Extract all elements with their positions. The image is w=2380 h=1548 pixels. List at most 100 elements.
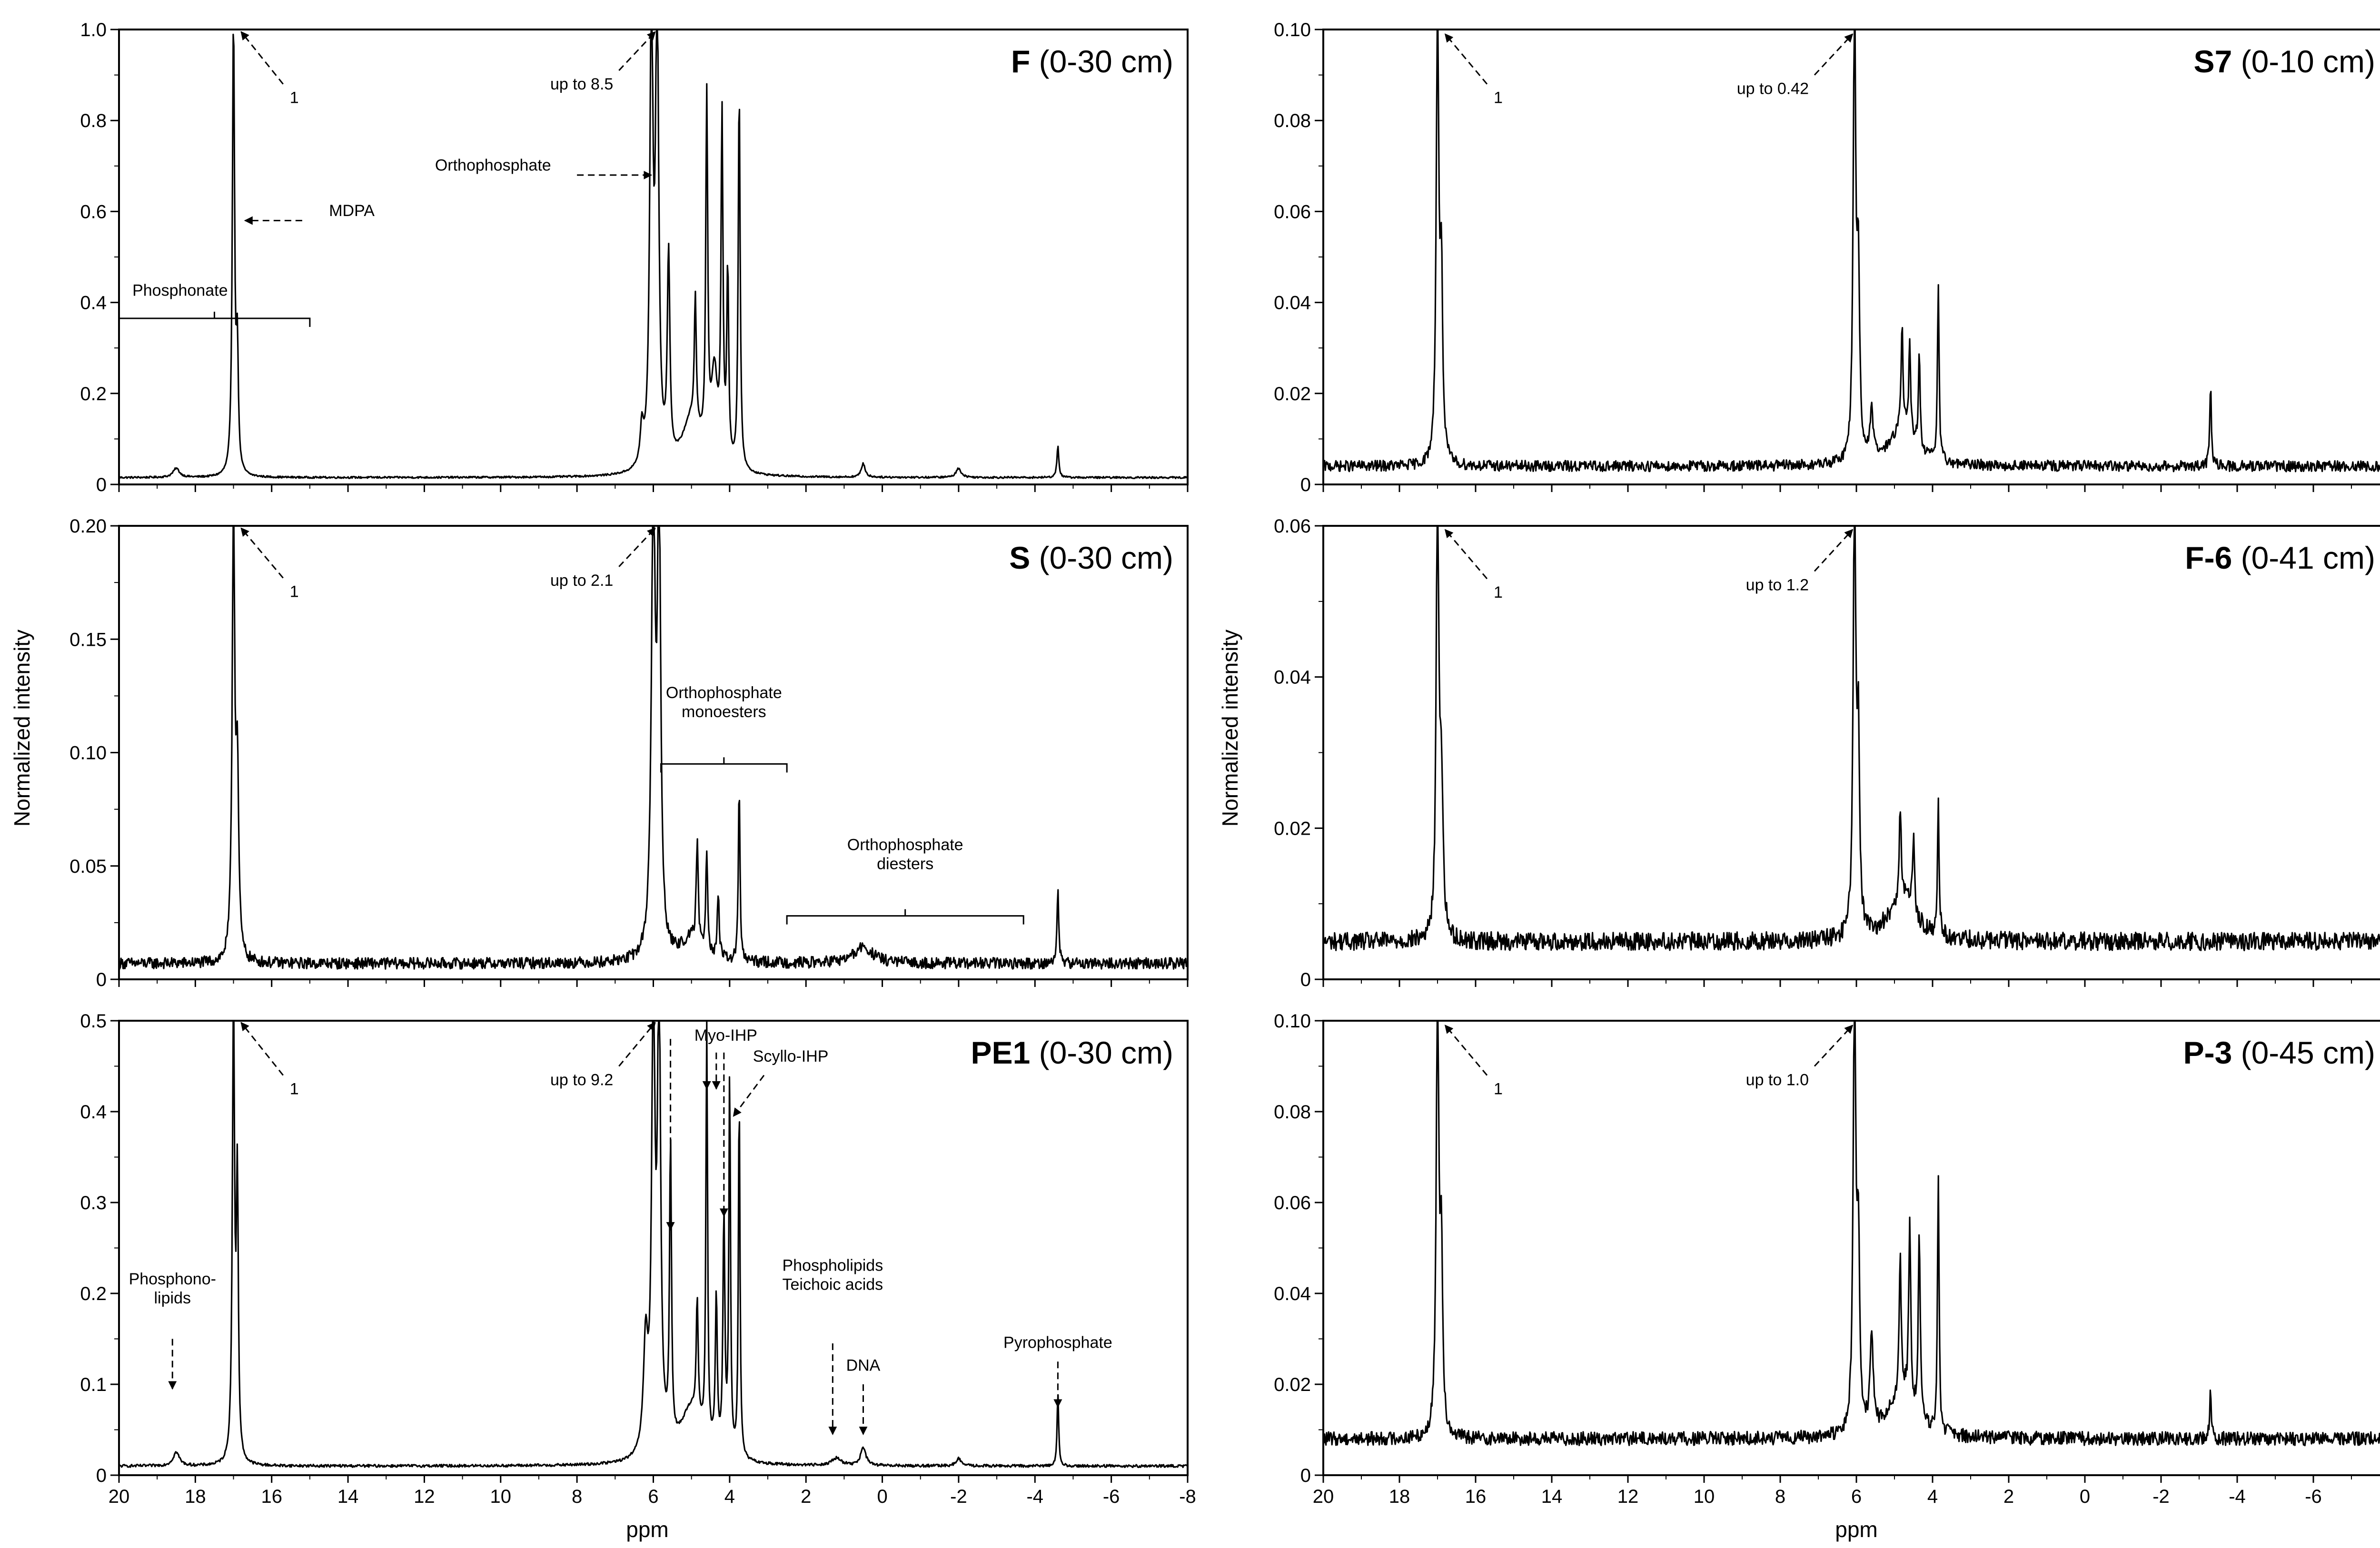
y-tick-label: 0.08 [1274,1102,1311,1123]
panel-title-rest: (0-30 cm) [1030,44,1173,79]
y-tick-label: 0.6 [80,201,107,222]
x-tick-label: 8 [1775,1486,1785,1507]
x-tick-label: 12 [414,1486,435,1507]
x-tick-label: -6 [2305,1486,2322,1507]
panel-title-bold: S7 [2194,44,2232,79]
y-tick-label: 0.06 [1274,516,1311,537]
y-tick-label: 0.10 [69,743,107,764]
annotation-label: Orthophosphate [666,684,782,702]
annotation-arrow [1814,529,1854,572]
panel-f: 0 0.2 0.4 0.6 0.8 1.0 F (0-30 cm) 1 up to 8.5 Ort… [80,20,1189,495]
panel-title-bold: S [1009,540,1030,575]
y-tick-label: 0 [1300,474,1311,495]
x-tick-label: 0 [2080,1486,2090,1507]
annotation-bracket [786,909,1024,925]
panel-title-rest: (0-45 cm) [2232,1035,2375,1070]
annotation-label: 1 [290,1080,299,1098]
x-tick-label: 8 [572,1486,582,1507]
y-tick-label: 0.06 [1274,201,1311,222]
y-tick-label: 0.02 [1274,384,1311,404]
annotation-arrow [618,1022,656,1067]
x-tick-label: -4 [2229,1486,2246,1507]
x-tick-label: 16 [1465,1486,1487,1507]
x-tick-label: 4 [1927,1486,1938,1507]
annotation-arrow [240,1022,284,1076]
plot-frame [1322,1020,2380,1476]
panel-title-bold: P-3 [2183,1035,2232,1070]
y-tick-label: 0.4 [80,293,107,314]
plot-frame [1322,29,2380,485]
plot-frame [118,525,1189,980]
panel-title-bold: F [1011,44,1030,79]
annotation-label: Scyllo-IHP [753,1047,829,1065]
annotation-label: up to 0.42 [1737,80,1809,98]
panel-title-rest: (0-30 cm) [1030,540,1173,575]
x-tick-label: 6 [1851,1486,1862,1507]
annotation-bracket [660,757,788,773]
y-tick-label: 0.06 [1274,1193,1311,1213]
x-axis-title-left: ppm [626,1517,668,1542]
y-tick-label: 0.04 [1274,293,1311,314]
y-tick-label: 0.4 [80,1102,107,1123]
x-tick-label: -2 [950,1486,967,1507]
annotation-label: 1 [290,89,299,107]
x-axis-title-right: ppm [1835,1517,1877,1542]
annotation-label: Pyrophosphate [1003,1334,1112,1352]
y-tick-label: 0.15 [69,629,107,650]
annotation-arrow [1444,529,1488,580]
y-tick-label: 0.04 [1274,1283,1311,1304]
y-tick-label: 0.10 [1274,1011,1311,1032]
annotation-label: 1 [290,583,299,601]
x-tick-label: 0 [877,1486,887,1507]
panel-pe1: 00.10.20.30.40.520 18 16 14 12 10 8 6 4 2 0 -2 -4 -6-… [80,1011,1196,1507]
panel-title: F-6 (0-41 cm) [2185,540,2375,575]
y-tick-label: 0.3 [80,1193,107,1213]
x-tick-label: -8 [1179,1486,1196,1507]
y-axis-title-right: Normalized intensity [1218,630,1242,827]
y-tick-label: 0.05 [69,856,107,877]
panel-s: 0 0.05 0.10 0.15 0.20 S (0-30 cm) 1 up to 2.1 Or… [69,516,1189,990]
annotation-arrow [1814,1025,1854,1067]
y-tick-label: 0.02 [1274,1374,1311,1395]
y-tick-label: 0.5 [80,1011,107,1032]
x-tick-label: 14 [1541,1486,1563,1507]
y-tick-label: 0.02 [1274,818,1311,839]
annotation-label: Phosphonate [132,281,228,299]
x-tick-label: 14 [337,1486,359,1507]
x-tick-label: -4 [1026,1486,1043,1507]
y-tick-label: 0 [1300,969,1311,990]
annotation-arrow [733,1075,765,1117]
x-tick-label: 4 [724,1486,735,1507]
annotation-arrow [618,527,656,567]
y-tick-label: 0.20 [69,516,107,537]
annotation-label: Phosphono- [129,1270,216,1288]
x-tick-label: 2 [2003,1486,2014,1507]
annotation-arrow [1444,33,1488,85]
annotation-label-line2: diesters [877,855,933,873]
annotation-label: Orthophosphate [435,156,551,174]
panel-title: S (0-30 cm) [1009,540,1173,575]
x-tick-label: 16 [261,1486,282,1507]
annotation-arrow [240,527,284,579]
annotation-label: up to 1.0 [1746,1071,1809,1089]
x-tick-label: 2 [801,1486,811,1507]
annotation-label: up to 9.2 [550,1071,613,1089]
annotation-arrow [240,31,284,85]
panel-title: PE1 (0-30 cm) [971,1035,1173,1070]
y-tick-label: 0 [96,1465,107,1486]
plot-frame [118,1020,1189,1476]
panel-title-bold: F-6 [2185,540,2232,575]
y-tick-label: 0 [96,969,107,990]
x-tick-label: 12 [1617,1486,1639,1507]
y-tick-label: 1.0 [80,20,107,40]
x-tick-label: 20 [1313,1486,1334,1507]
panel-title-rest: (0-41 cm) [2232,540,2375,575]
annotation-label: Phospholipids [782,1256,883,1274]
annotation-label-line2: lipids [154,1289,191,1307]
spectrum-line [1322,29,2380,473]
y-tick-label: 0 [1300,1465,1311,1486]
panel-title: P-3 (0-45 cm) [2183,1035,2375,1070]
annotation-label-line2: monoesters [682,703,766,721]
annotation-label: up to 1.2 [1746,576,1809,594]
